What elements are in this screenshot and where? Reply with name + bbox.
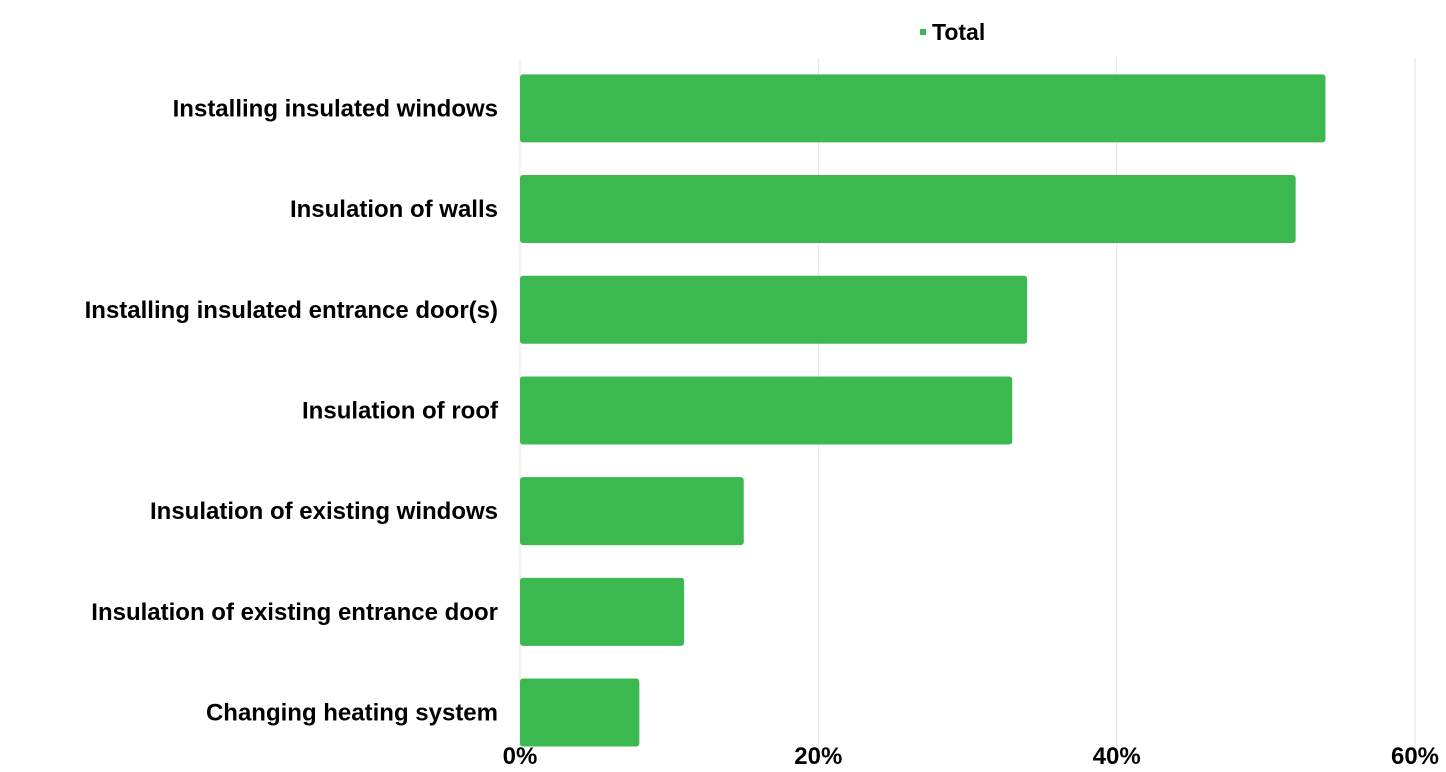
x-axis-tick-labels: 0% 20% 40% 60% — [503, 743, 1439, 770]
x-tick-label: 0% — [503, 743, 538, 770]
x-tick-label: 40% — [1093, 743, 1141, 770]
bar — [520, 275, 1028, 344]
x-tick-label: 60% — [1391, 743, 1439, 770]
legend-label: Total — [932, 19, 985, 45]
category-labels: Installing insulated windows Insulation o… — [85, 95, 499, 726]
bar — [520, 577, 685, 646]
category-label: Insulation of existing windows — [150, 498, 498, 525]
category-label: Insulation of existing entrance door — [91, 599, 498, 626]
category-label: Changing heating system — [206, 700, 498, 727]
bar — [520, 678, 640, 747]
category-label: Insulation of roof — [302, 397, 499, 424]
category-label: Installing insulated windows — [173, 95, 498, 122]
legend-swatch — [920, 29, 926, 35]
bars — [520, 74, 1326, 747]
bar — [520, 74, 1326, 143]
category-label: Insulation of walls — [290, 196, 498, 223]
category-label: Installing insulated entrance door(s) — [85, 297, 498, 324]
legend: Total — [920, 19, 985, 45]
x-tick-label: 20% — [794, 743, 842, 770]
bar — [520, 175, 1296, 244]
bar — [520, 376, 1013, 445]
bar — [520, 477, 744, 546]
